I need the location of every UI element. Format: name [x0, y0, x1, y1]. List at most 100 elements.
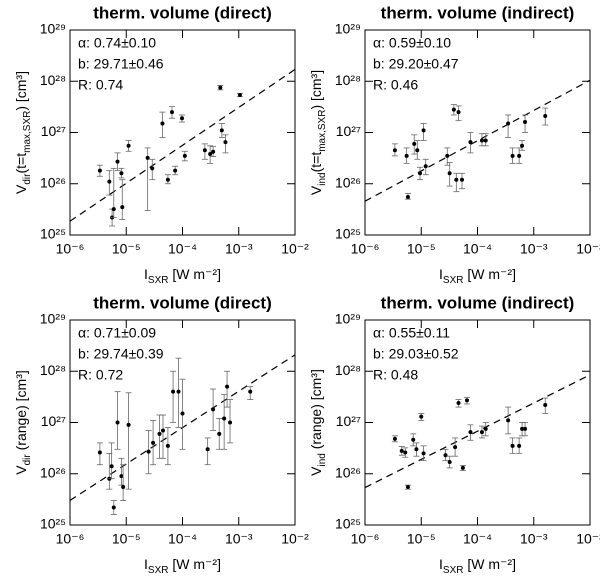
label-part: V — [13, 465, 29, 475]
data-point — [126, 422, 131, 427]
label-part: (t=t — [308, 152, 324, 173]
data-point — [412, 141, 417, 146]
data-point — [392, 148, 397, 153]
x-axis-label: ISXR [W m⁻²] — [144, 266, 221, 286]
label-part: (t=t — [13, 153, 29, 174]
x-tick-label: 10⁻⁴ — [168, 241, 197, 257]
y-tick-label: 10²⁵ — [40, 516, 66, 532]
label-part: I — [439, 266, 443, 282]
data-point — [222, 416, 227, 421]
label-part: SXR — [443, 275, 464, 286]
data-point — [392, 436, 397, 441]
y-tick-label: 10²⁹ — [335, 311, 361, 327]
x-tick-label: 10⁻⁵ — [407, 241, 436, 257]
y-tick-label: 10²⁷ — [41, 123, 66, 139]
panel: therm. volume (direct) 10⁻⁶ 10⁻⁵ 10⁻⁴ 10⁻³ 10… — [13, 3, 309, 286]
x-tick-label: 10⁻⁶ — [56, 241, 85, 257]
panel-title: therm. volume (direct) — [93, 293, 272, 312]
label-part: [W m⁻²] — [463, 266, 516, 282]
data-point — [111, 505, 116, 510]
data-point — [421, 128, 426, 133]
fit-annotation: α: 0.55±0.11 — [373, 325, 450, 341]
x-tick-label: 10⁻⁵ — [112, 241, 141, 257]
data-point — [456, 401, 461, 406]
data-point — [180, 411, 185, 416]
panel-title: therm. volume (direct) — [93, 3, 272, 22]
data-point — [451, 107, 456, 112]
x-tick-label: 10⁻⁵ — [407, 531, 436, 547]
label-part: (range) [cm³] — [308, 369, 324, 453]
y-tick-label: 10²⁶ — [40, 464, 66, 480]
y-tick-label: 10²⁵ — [40, 226, 66, 242]
y-axis-label: Vdir(t=tmax,SXR) [cm³] — [13, 71, 33, 194]
data-point — [454, 177, 459, 182]
data-point — [510, 153, 515, 158]
data-point — [223, 140, 228, 145]
data-point — [453, 445, 458, 450]
data-point — [414, 447, 419, 452]
data-point — [208, 152, 213, 157]
x-tick-label: 10⁻³ — [225, 531, 253, 547]
y-tick-label: 10²⁵ — [335, 516, 361, 532]
x-tick-label: 10⁻⁴ — [463, 531, 492, 547]
y-tick-label: 10²⁹ — [335, 21, 361, 37]
data-point — [479, 430, 484, 435]
data-point — [445, 153, 450, 158]
y-tick-label: 10²⁹ — [40, 311, 66, 327]
data-point — [468, 140, 473, 145]
data-point — [126, 143, 131, 148]
fit-annotation: R: 0.46 — [373, 77, 418, 93]
data-point — [97, 450, 102, 455]
y-tick-label: 10²⁸ — [40, 72, 66, 88]
y-tick-label: 10²⁸ — [335, 362, 361, 378]
panel-title: therm. volume (indirect) — [381, 293, 575, 312]
x-axis-label: ISXR [W m⁻²] — [439, 556, 516, 576]
data-point — [483, 138, 488, 143]
label-part: max,SXR — [317, 110, 328, 152]
data-point — [205, 447, 210, 452]
data-point — [107, 179, 112, 184]
y-tick-label: 10²⁷ — [336, 123, 361, 139]
data-point — [160, 428, 165, 433]
x-tick-label: 10⁻² — [576, 241, 600, 257]
x-tick-label: 10⁻² — [576, 531, 600, 547]
data-point — [115, 420, 120, 425]
y-tick-label: 10²⁶ — [335, 464, 361, 480]
x-tick-label: 10⁻³ — [225, 241, 253, 257]
fit-line — [70, 68, 295, 222]
data-point — [151, 440, 156, 445]
data-point — [517, 443, 522, 448]
data-point — [423, 164, 428, 169]
y-tick-label: 10²⁵ — [335, 226, 361, 242]
label-part: V — [13, 184, 29, 194]
data-point — [468, 430, 473, 435]
data-point — [523, 120, 528, 125]
label-part: I — [144, 266, 148, 282]
data-point — [109, 464, 114, 469]
y-tick-label: 10²⁶ — [335, 174, 361, 190]
data-point — [171, 389, 176, 394]
label-part: (range) [cm³] — [13, 370, 29, 454]
data-point — [237, 92, 242, 97]
data-point — [506, 418, 511, 423]
data-point — [211, 407, 216, 412]
fit-annotation: α: 0.74±0.10 — [78, 35, 156, 51]
label-part: ) [cm³] — [308, 70, 324, 110]
data-point — [217, 431, 222, 436]
label-part: ind — [317, 453, 328, 466]
panel: therm. volume (direct) 10⁻⁶ 10⁻⁵ 10⁻⁴ 10⁻³ 10… — [13, 293, 309, 576]
x-tick-label: 10⁻³ — [520, 241, 548, 257]
fit-annotation: b: 29.20±0.47 — [373, 56, 459, 72]
data-point — [405, 485, 410, 490]
data-point — [97, 168, 102, 173]
data-point — [180, 116, 185, 121]
data-point — [405, 195, 410, 200]
fit-annotation: α: 0.59±0.10 — [373, 35, 451, 51]
data-point — [165, 177, 170, 182]
data-point — [403, 450, 408, 455]
label-part: [W m⁻²] — [168, 266, 221, 282]
fit-annotation: b: 29.03±0.52 — [373, 346, 459, 362]
x-tick-label: 10⁻³ — [520, 531, 548, 547]
data-point — [459, 177, 464, 182]
data-point — [456, 110, 461, 115]
